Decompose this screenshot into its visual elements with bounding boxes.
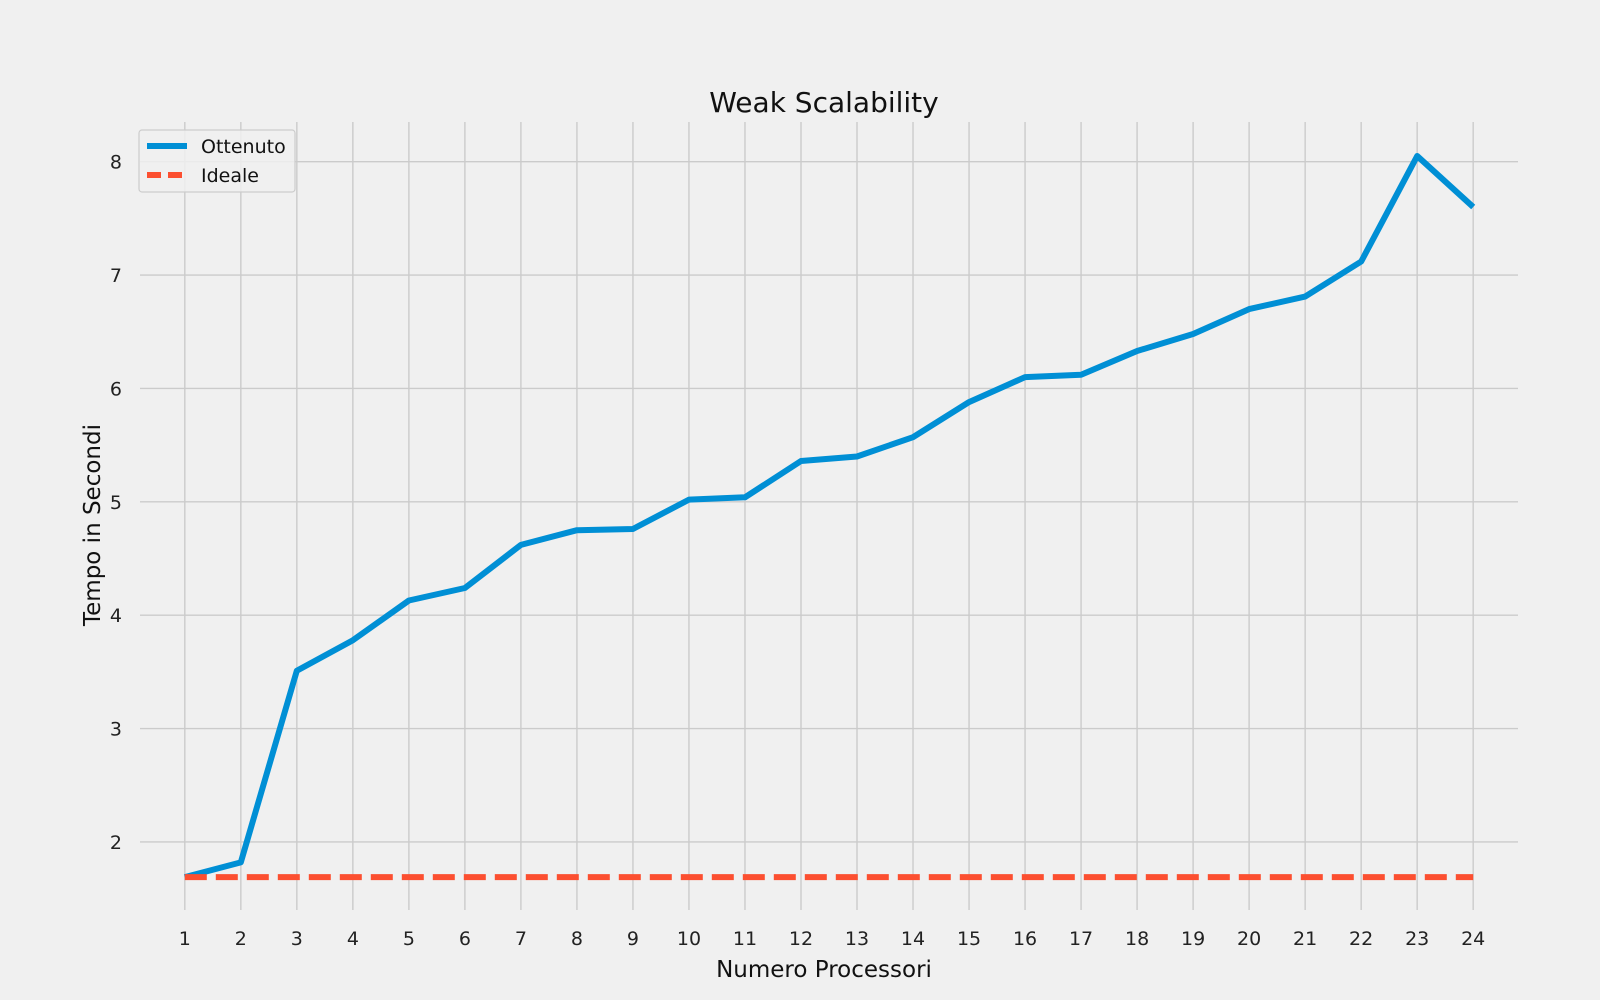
chart-title: Weak Scalability — [709, 86, 938, 119]
x-tick-label: 12 — [789, 928, 813, 950]
y-axis-ticks: 2 3 4 5 6 7 8 — [110, 152, 122, 854]
series-line-ottenuto — [184, 153, 1476, 881]
y-tick-label: 3 — [110, 719, 122, 741]
x-tick-label: 5 — [403, 928, 415, 950]
y-tick-label: 5 — [110, 492, 122, 514]
x-tick-label: 22 — [1349, 928, 1373, 950]
x-tick-label: 11 — [733, 928, 757, 950]
x-tick-label: 15 — [957, 928, 981, 950]
x-tick-label: 9 — [627, 928, 639, 950]
x-tick-label: 10 — [677, 928, 701, 950]
x-tick-label: 21 — [1293, 928, 1317, 950]
y-tick-label: 7 — [110, 265, 122, 287]
x-tick-label: 2 — [235, 928, 247, 950]
x-tick-label: 19 — [1181, 928, 1205, 950]
y-tick-label: 2 — [110, 832, 122, 854]
x-tick-label: 20 — [1237, 928, 1261, 950]
y-axis-label: Tempo in Secondi — [80, 424, 106, 627]
y-tick-label: 8 — [110, 152, 122, 174]
legend-label-ideale: Ideale — [201, 165, 259, 187]
x-tick-label: 4 — [347, 928, 359, 950]
x-tick-label: 18 — [1125, 928, 1149, 950]
x-tick-label: 13 — [845, 928, 869, 950]
x-tick-label: 23 — [1405, 928, 1429, 950]
x-tick-label: 7 — [515, 928, 527, 950]
legend-label-ottenuto: Ottenuto — [201, 136, 286, 158]
y-tick-label: 6 — [110, 378, 122, 400]
x-axis-label: Numero Processori — [716, 957, 932, 983]
x-tick-label: 17 — [1069, 928, 1093, 950]
x-tick-label: 14 — [901, 928, 925, 950]
grid — [140, 122, 1518, 910]
x-tick-label: 3 — [291, 928, 303, 950]
series-layer — [184, 153, 1476, 881]
y-tick-label: 4 — [110, 605, 122, 627]
x-tick-label: 24 — [1461, 928, 1485, 950]
x-tick-label: 1 — [179, 928, 191, 950]
x-axis-ticks: 1 2 3 4 5 6 7 8 9 10 11 12 13 14 15 16 17 18 19 20 21 22 23 24 — [179, 928, 1486, 950]
legend: Ottenuto Ideale — [138, 129, 296, 193]
x-tick-label: 6 — [459, 928, 471, 950]
x-tick-label: 8 — [571, 928, 583, 950]
x-tick-label: 16 — [1013, 928, 1037, 950]
